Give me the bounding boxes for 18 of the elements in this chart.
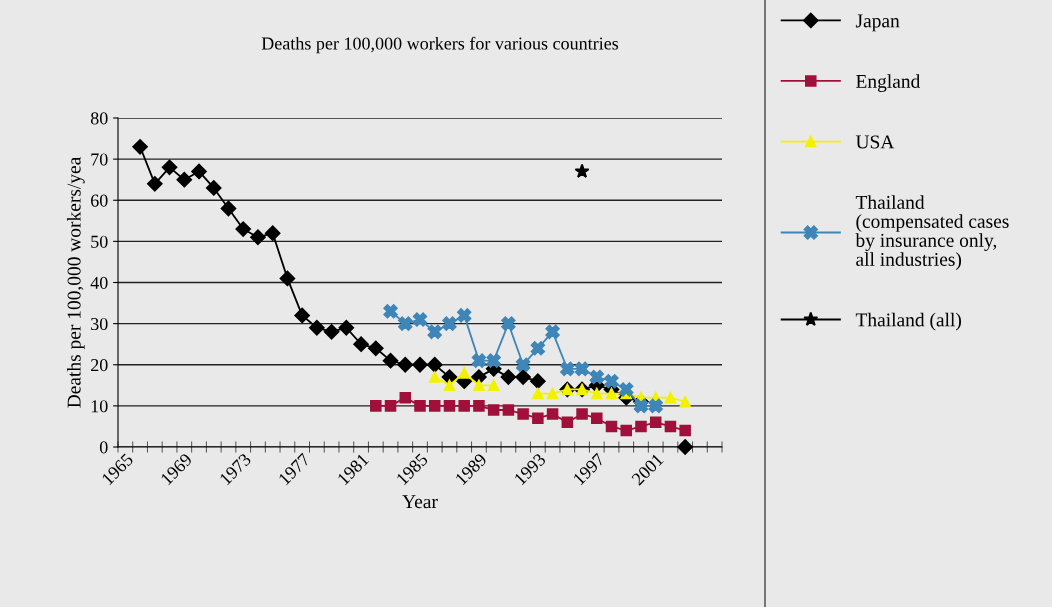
legend-label: Thailand (all) <box>855 312 961 331</box>
x-axis-title: Year <box>402 495 438 509</box>
y-axis-title: Deaths per 100,000 workers/yea <box>66 156 85 408</box>
y-tick-label: 30 <box>91 317 108 331</box>
y-tick-label: 70 <box>91 153 108 166</box>
legend-label: Japan <box>855 14 900 32</box>
y-tick-label: 10 <box>91 400 108 413</box>
y-tick-label: 60 <box>91 194 108 207</box>
y-tick-label: 0 <box>99 441 108 454</box>
legend-label: USA <box>855 135 895 149</box>
y-tick-label: 20 <box>91 359 108 372</box>
legend-label: Thailand (compensated cases by insurance only, all industries) <box>855 195 1009 270</box>
legend-label: England <box>856 74 921 92</box>
y-tick-label: 80 <box>90 112 108 125</box>
y-tick-label: 40 <box>90 276 108 289</box>
chart-title: Deaths per 100,000 workers for various countries <box>261 36 619 54</box>
x-tick-label: 1981 <box>337 453 370 486</box>
y-tick-label: 50 <box>91 235 108 248</box>
